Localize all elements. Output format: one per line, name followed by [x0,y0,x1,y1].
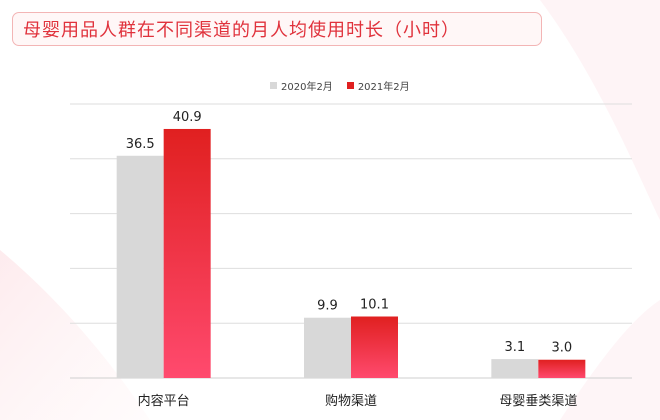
bar-2020-2 [491,359,539,378]
category-label: 购物渠道 [325,393,377,409]
bar-2020-0 [116,155,164,378]
legend-item-2021: 2021年2月 [346,78,410,93]
chart-title-box: 母婴用品人群在不同渠道的月人均使用时长（小时） [12,12,542,46]
bars [116,128,586,378]
value-labels: 36.5 40.9 9.9 10.1 3.1 3.0 [126,110,572,356]
bar-2021-2 [538,359,586,378]
value-label: 9.9 [317,299,338,314]
bar-2021-0 [163,128,211,378]
value-label: 40.9 [173,110,202,125]
legend-label-2021: 2021年2月 [357,82,410,93]
legend-item-2020: 2020年2月 [270,78,333,93]
value-label: 3.0 [551,341,572,356]
chart-legend: 2020年2月 2021年2月 [270,78,410,93]
category-labels: 内容平台 购物渠道 母婴垂类渠道 [138,393,578,409]
bar-2020-1 [304,317,351,378]
legend-swatch-2020 [270,82,277,89]
value-label: 36.5 [126,137,155,152]
value-label: 10.1 [360,298,389,313]
value-label: 3.1 [504,340,525,355]
bar-2021-1 [351,316,398,378]
legend-swatch-2021 [346,82,354,89]
chart-title: 母婴用品人群在不同渠道的月人均使用时长（小时） [23,20,460,41]
category-label: 母婴垂类渠道 [499,394,577,409]
category-label: 内容平台 [138,393,190,409]
legend-label-2020: 2020年2月 [281,82,333,93]
